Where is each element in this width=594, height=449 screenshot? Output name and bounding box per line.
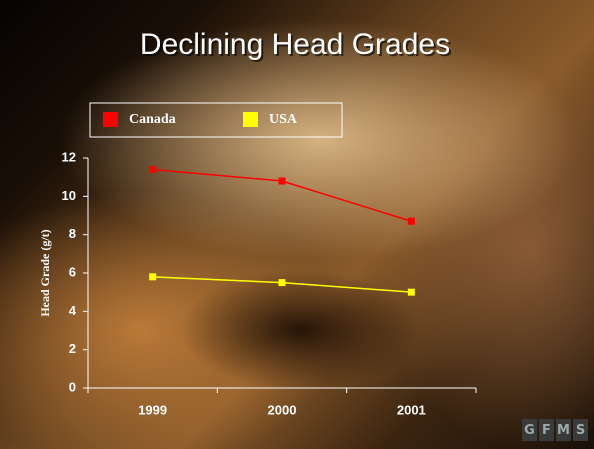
chart-title: Declining Head Grades (140, 28, 450, 61)
logo-letter: F (539, 419, 554, 441)
marker (407, 217, 415, 225)
x-tick-label: 2000 (268, 402, 297, 417)
y-axis-label: Head Grade (g/t) (38, 229, 52, 316)
legend-label: Canada (129, 112, 176, 127)
y-tick-label: 12 (62, 149, 76, 164)
y-tick-label: 6 (69, 264, 76, 279)
logo-letter: G (522, 419, 537, 441)
logo-letter: M (556, 419, 571, 441)
y-tick-label: 4 (69, 303, 77, 318)
logo-letter: S (573, 419, 588, 441)
marker (149, 273, 157, 281)
marker (278, 177, 286, 185)
chart-title-shadow: Declining Head Grades (142, 30, 452, 63)
marker (149, 166, 157, 173)
legend-box (89, 102, 343, 138)
line (152, 168, 412, 222)
y-tick-label: 2 (69, 341, 76, 356)
x-tick-label: 2001 (397, 402, 426, 417)
x-tick-label: 1999 (138, 402, 167, 417)
legend-swatch (103, 112, 118, 127)
marker (278, 279, 286, 287)
y-tick-label: 0 (69, 379, 76, 394)
y-tick-label: 8 (69, 226, 76, 241)
legend-label: USA (269, 112, 298, 127)
y-tick-label: 10 (62, 188, 76, 203)
legend-swatch (243, 112, 258, 127)
marker (407, 288, 415, 296)
